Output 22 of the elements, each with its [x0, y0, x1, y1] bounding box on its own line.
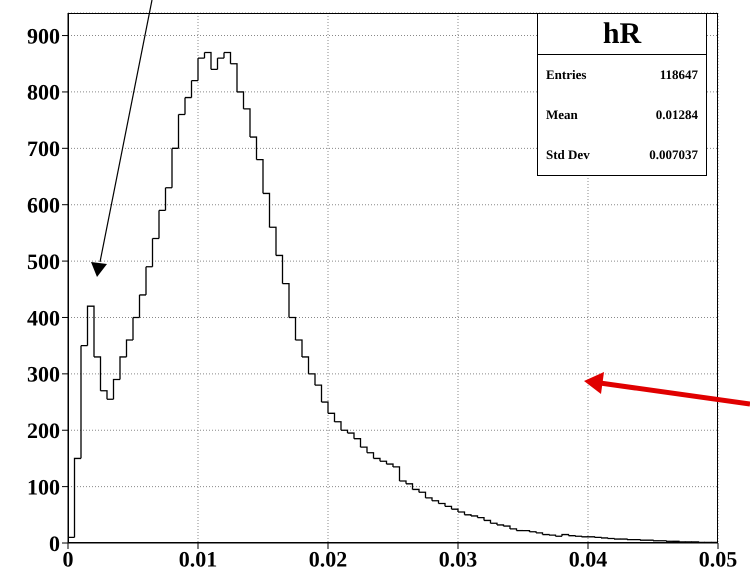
y-tick-label: 100 [27, 474, 60, 500]
y-tick-label: 900 [27, 23, 60, 48]
annotation: 118647 [660, 66, 698, 84]
x-tick-label: 0.02 [308, 546, 348, 572]
y-tick-label: 700 [27, 136, 60, 162]
y-tick-label: 400 [27, 305, 60, 330]
y-tick-label: 500 [27, 248, 60, 274]
y-tick-label: 200 [27, 418, 60, 444]
annotation: Std Dev [546, 146, 590, 164]
y-tick-label: 800 [27, 80, 60, 105]
y-tick-label: 300 [27, 362, 60, 387]
annotation: 0.007037 [649, 146, 698, 164]
y-tick-label: 0 [49, 530, 60, 556]
x-tick-label: 0.01 [178, 546, 218, 572]
annotation: Mean [546, 106, 578, 124]
x-tick-label: 0.04 [568, 546, 608, 572]
x-tick-label: 0.03 [438, 546, 478, 572]
y-tick-label: 600 [27, 192, 60, 218]
annotation: 0.01284 [656, 106, 698, 124]
x-tick-label: 0.05 [698, 546, 738, 572]
annotation: Entries [546, 66, 586, 84]
chart-title: hR [538, 14, 706, 55]
